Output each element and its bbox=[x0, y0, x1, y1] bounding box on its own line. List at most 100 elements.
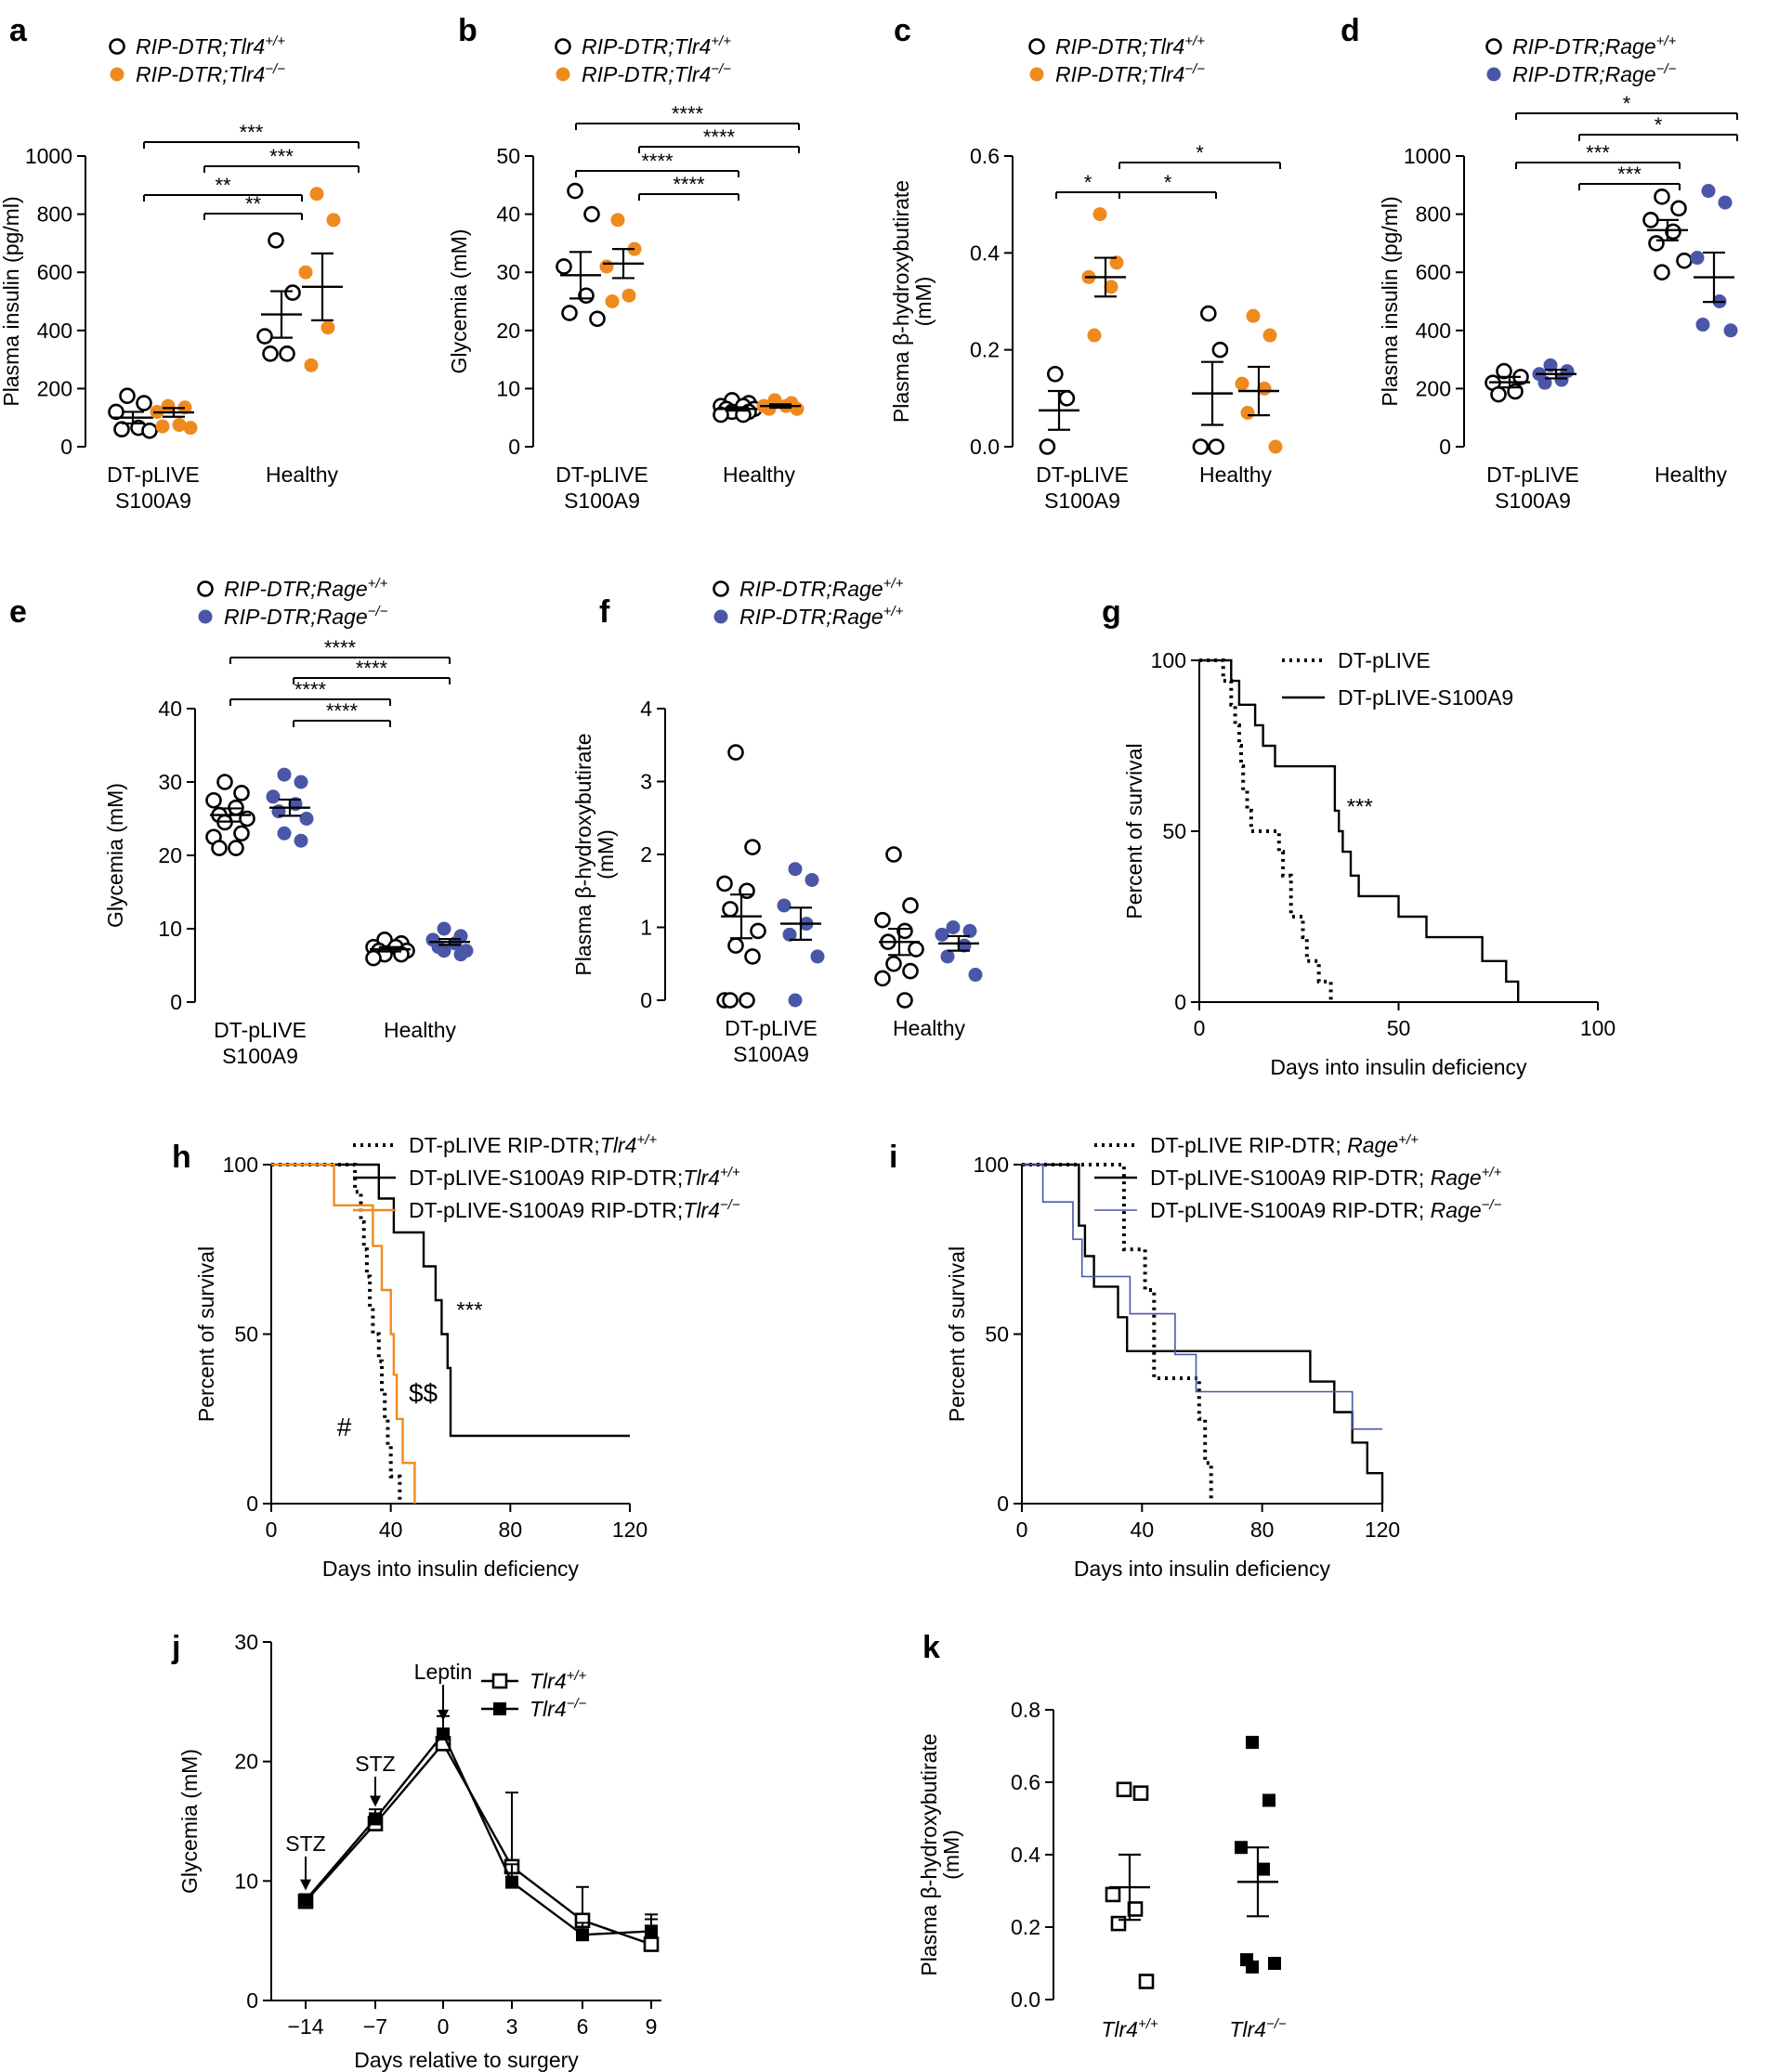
data-point bbox=[722, 992, 739, 1009]
legend-label: Tlr4+/+ bbox=[530, 1668, 587, 1693]
x-axis-title: Days relative to surgery bbox=[354, 2048, 579, 2072]
data-point bbox=[750, 922, 766, 940]
y-tick-label: 2 bbox=[640, 842, 652, 867]
data-point bbox=[902, 897, 919, 914]
legend-label: RIP-DTR;Rage+/+ bbox=[739, 576, 904, 601]
panel-d: 0 200 400 600 800 1000 Plasma insulin (pg/ml) D… bbox=[1378, 33, 1738, 513]
x-tick-label: 9 bbox=[646, 2014, 658, 2039]
panel-g: 0 50 100 0 50 100 Days into insulin deficiency… bbox=[1122, 648, 1615, 1079]
y-tick-label: 0 bbox=[640, 988, 652, 1012]
label-segment: RIP-DTR;Rage bbox=[1512, 62, 1656, 86]
data-point bbox=[874, 970, 891, 987]
data-point bbox=[567, 182, 583, 200]
survival-curve-0 bbox=[1022, 1163, 1213, 1504]
data-point bbox=[1039, 438, 1056, 455]
data-point bbox=[228, 840, 244, 856]
y-tick-label: 40 bbox=[496, 202, 520, 227]
superscript: −/− bbox=[711, 61, 731, 77]
significance-label: **** bbox=[324, 636, 357, 659]
significance-label: *** bbox=[269, 145, 294, 168]
x-tick-label: 0 bbox=[1016, 1518, 1028, 1542]
x-tick-label: 100 bbox=[1580, 1016, 1615, 1040]
x-tick-label: 120 bbox=[612, 1518, 648, 1542]
data-point bbox=[437, 1727, 450, 1741]
x-tick-label: 50 bbox=[1387, 1016, 1411, 1040]
data-point bbox=[277, 767, 292, 782]
y-tick-label: 100 bbox=[1151, 648, 1186, 672]
data-point bbox=[299, 1893, 312, 1907]
data-point bbox=[369, 1812, 382, 1826]
y-tick-label: 0.0 bbox=[970, 435, 1000, 459]
y-tick-label: 3 bbox=[640, 770, 652, 794]
y-tick-label: 1000 bbox=[25, 144, 72, 168]
y-tick-label: 0 bbox=[997, 1492, 1009, 1516]
series-line bbox=[305, 1731, 652, 1936]
label-segment: Tlr4 bbox=[1101, 2017, 1138, 2041]
x-category-label: Healthy bbox=[384, 1018, 456, 1042]
legend-label: RIP-DTR;Tlr4+/+ bbox=[136, 33, 285, 59]
y-tick-label: 400 bbox=[37, 319, 72, 343]
data-point bbox=[161, 398, 176, 413]
y-tick-label: 30 bbox=[496, 260, 520, 284]
x-category-label: DT-pLIVE bbox=[1486, 463, 1579, 487]
x-category-label: DT-pLIVE bbox=[107, 463, 200, 487]
significance-label: **** bbox=[641, 150, 674, 173]
series-Tlr4+/+ bbox=[1105, 1781, 1155, 1989]
annotation-arrow-head bbox=[300, 1879, 311, 1891]
y-tick-label: 600 bbox=[37, 260, 72, 284]
data-point bbox=[716, 875, 733, 893]
series-RIP-DTR;Tlr4-/- bbox=[1081, 207, 1283, 454]
data-point bbox=[239, 810, 255, 827]
survival-curve-0 bbox=[271, 1163, 402, 1504]
data-point bbox=[804, 872, 819, 887]
data-point bbox=[141, 422, 158, 439]
data-point bbox=[1490, 385, 1507, 403]
superscript: +/+ bbox=[1398, 1132, 1419, 1148]
data-point bbox=[727, 744, 744, 761]
series-RIP-DTR;Tlr4+/+ bbox=[556, 182, 763, 424]
annotation: Leptin bbox=[414, 1660, 473, 1684]
data-point bbox=[1718, 195, 1733, 210]
label-segment: DT-pLIVE-S100A9 RIP-DTR; bbox=[1150, 1166, 1431, 1190]
panel-label-d: d bbox=[1341, 13, 1360, 48]
label-segment: DT-pLIVE-S100A9 RIP-DTR; bbox=[409, 1198, 683, 1222]
data-point bbox=[1132, 1785, 1149, 1801]
y-tick-label: 0 bbox=[508, 435, 520, 459]
x-tick-label: 40 bbox=[379, 1518, 403, 1542]
x-tick-label: 0 bbox=[438, 2014, 450, 2039]
superscript: +/+ bbox=[1656, 33, 1677, 49]
y-tick-label: 0.6 bbox=[1011, 1770, 1040, 1794]
data-point bbox=[256, 328, 273, 345]
significance-label: *** bbox=[240, 121, 264, 144]
data-point bbox=[1701, 184, 1716, 199]
superscript: +/+ bbox=[711, 33, 731, 49]
data-point bbox=[155, 419, 170, 434]
data-point bbox=[946, 920, 961, 934]
data-point bbox=[1246, 1736, 1259, 1750]
data-point bbox=[744, 948, 761, 965]
superscript: +/+ bbox=[883, 576, 904, 592]
x-category-label: S100A9 bbox=[1044, 489, 1120, 513]
data-point bbox=[294, 833, 308, 848]
data-point bbox=[885, 846, 902, 863]
data-point bbox=[294, 775, 308, 789]
survival-curve-1 bbox=[1199, 658, 1520, 1002]
superscript: −/− bbox=[720, 1197, 740, 1213]
label-segment: RIP-DTR;Tlr4 bbox=[136, 62, 265, 86]
data-point bbox=[643, 1936, 660, 1952]
legend-label: RIP-DTR;Tlr4+/+ bbox=[582, 33, 731, 59]
x-category-label: DT-pLIVE bbox=[556, 463, 648, 487]
data-point bbox=[277, 826, 292, 841]
legend-marker bbox=[110, 67, 124, 82]
data-point bbox=[1676, 252, 1693, 269]
survival-curve-2 bbox=[271, 1163, 416, 1504]
data-point bbox=[1268, 439, 1283, 454]
data-point bbox=[1670, 200, 1687, 217]
significance-label: ** bbox=[245, 192, 262, 215]
significance-label: **** bbox=[356, 657, 388, 680]
x-category-label: Healthy bbox=[723, 463, 795, 487]
significance-label: **** bbox=[673, 173, 705, 196]
legend-label: RIP-DTR;Rage−/− bbox=[1512, 61, 1677, 86]
series-RIP-DTR;Rage-/- bbox=[1532, 184, 1738, 390]
data-point bbox=[119, 387, 136, 405]
